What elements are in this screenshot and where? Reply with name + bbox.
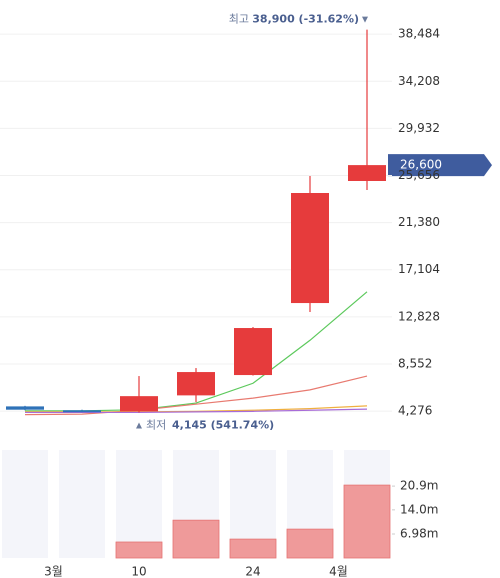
candle-body [120,396,158,412]
volume-bar [286,528,334,559]
low-marker [136,422,142,429]
volume-tick-label: 14.0m [400,502,438,516]
volume-column [116,450,162,558]
volume-bar [343,484,391,559]
y-tick-label: 8,552 [398,356,432,370]
candle-body [291,193,329,304]
x-tick-label: 10 [131,565,146,578]
volume-column [2,450,48,558]
candle-body [234,328,272,376]
y-tick-label: 12,828 [398,309,440,323]
y-tick-label: 34,208 [398,74,440,88]
volume-bar [229,538,277,559]
y-tick-label: 4,276 [398,404,432,418]
candle-body [6,406,44,410]
volume-bar [172,519,220,559]
high-annotation-text: 38,900 (-31.62%) [252,13,359,26]
x-month-label: 3월 [44,565,63,578]
moving-average-line [25,408,368,414]
candle-body [348,165,386,181]
y-tick-label: 25,656 [398,168,440,182]
high-marker [362,16,368,23]
y-tick-label: 29,932 [398,121,440,135]
x-tick-label: 24 [245,565,260,578]
volume-tick-label: 6.98m [400,526,438,540]
candle-body [63,410,101,413]
price-tag [388,154,492,177]
low-annotation-label: 최저 [146,419,166,432]
volume-column [59,450,105,558]
candle-body [177,372,215,396]
last-price-label: 26,600 [400,158,442,172]
y-tick-label: 17,104 [398,262,440,276]
y-tick-label: 38,484 [398,27,440,41]
moving-average-line [24,375,368,416]
volume-tick-label: 20.9m [400,479,438,493]
high-annotation-label: 최고 [229,13,249,26]
volume-bar [115,541,163,559]
x-month-label: 4월 [329,565,348,578]
y-tick-label: 21,380 [398,215,440,229]
low-annotation-text: 4,145 (541.74%) [172,419,274,432]
